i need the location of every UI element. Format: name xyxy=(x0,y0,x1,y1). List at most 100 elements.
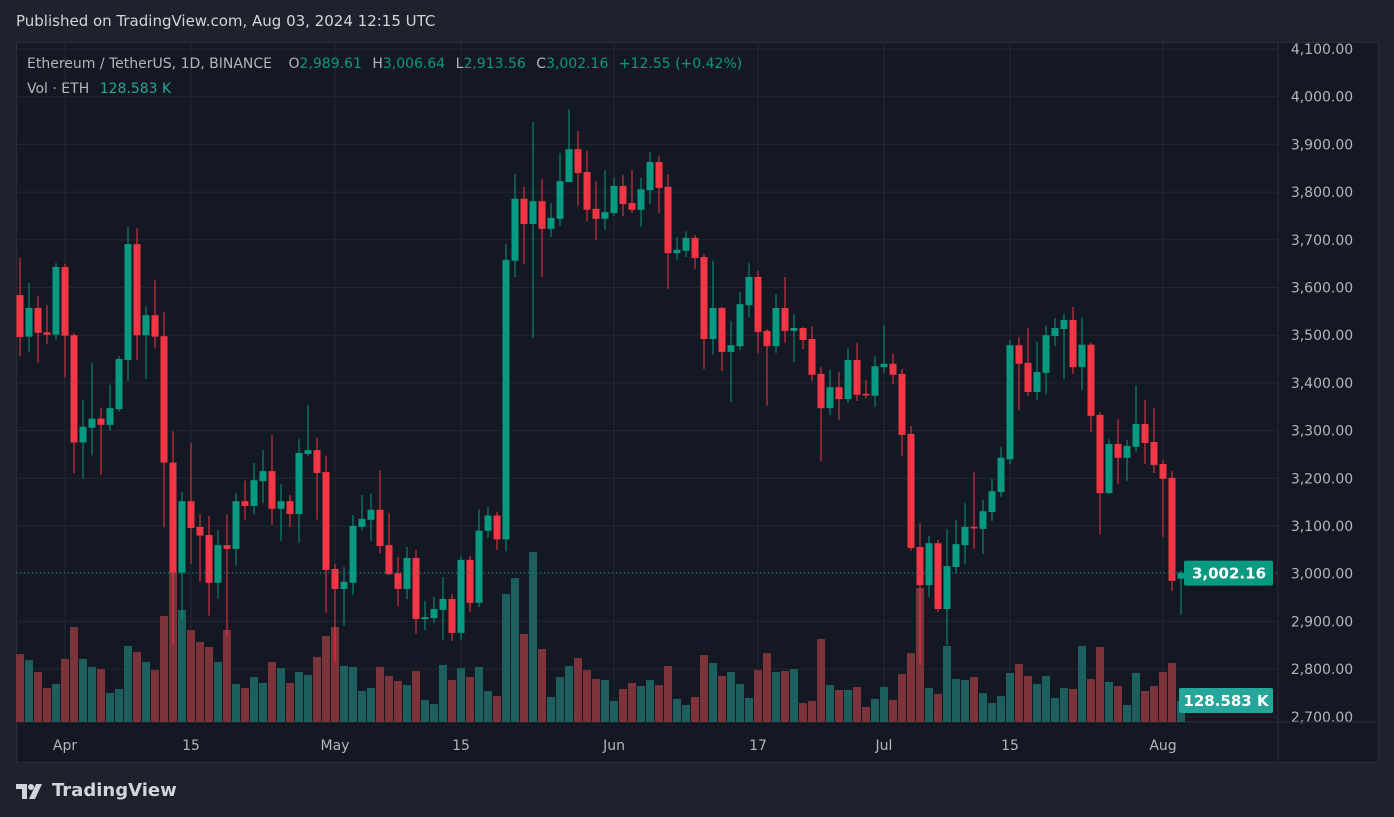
x-tick-label: 15 xyxy=(182,738,200,754)
volume-bar xyxy=(817,638,825,722)
volume-bar xyxy=(313,656,321,722)
legend-volume-label[interactable]: Vol · ETH xyxy=(27,81,90,97)
volume-bar xyxy=(556,677,564,722)
candle-down xyxy=(97,418,105,425)
volume-bar xyxy=(340,665,348,722)
candle-down xyxy=(16,295,24,338)
candle-down xyxy=(754,277,762,332)
candle-up xyxy=(610,185,618,214)
candlestick-chart[interactable]: 4,100.00 4,000.00 3,900.00 3,800.00 3,700.00… xyxy=(16,42,1379,763)
candle-down xyxy=(133,244,141,336)
volume-bar xyxy=(286,682,294,722)
volume-bar xyxy=(862,706,870,722)
volume-bar xyxy=(1096,647,1104,722)
published-caption: Published on TradingView.com, Aug 03, 20… xyxy=(16,12,436,30)
candle-up xyxy=(988,491,996,513)
volume-bar xyxy=(52,683,60,722)
candle-up xyxy=(511,198,519,261)
tradingview-logo-icon xyxy=(16,783,42,799)
volume-bar xyxy=(421,699,429,722)
volume-bar xyxy=(808,700,816,722)
x-tick-label: 15 xyxy=(452,738,470,754)
volume-bar xyxy=(844,689,852,722)
candle-down xyxy=(691,237,699,258)
volume-bar xyxy=(772,672,780,722)
candle-up xyxy=(637,189,645,210)
candle-down xyxy=(619,185,627,205)
volume-bar xyxy=(565,665,573,722)
volume-bar xyxy=(790,669,798,722)
candle-up xyxy=(1105,443,1113,494)
volume-bar xyxy=(1069,688,1077,722)
candle-up xyxy=(745,277,753,306)
volume-bar xyxy=(1015,663,1023,722)
volume-bar xyxy=(25,660,33,722)
candle-down xyxy=(1114,443,1122,458)
y-tick-label: 2,700.00 xyxy=(1291,710,1353,726)
volume-bar xyxy=(709,663,717,722)
legend-volume-value: 128.583 K xyxy=(99,81,172,97)
candle-down xyxy=(664,186,672,254)
candle-up xyxy=(790,328,798,331)
volume-bar xyxy=(979,693,987,722)
candle-up xyxy=(772,308,780,347)
volume-bar xyxy=(178,610,186,722)
volume-bar xyxy=(466,677,474,722)
candle-down xyxy=(889,363,897,375)
volume-bar xyxy=(691,697,699,722)
volume-bar xyxy=(592,679,600,722)
candle-up xyxy=(475,530,483,603)
x-tick-label: Aug xyxy=(1149,738,1176,754)
volume-bar xyxy=(673,698,681,722)
candle-down xyxy=(412,557,420,620)
volume-bar xyxy=(259,682,267,722)
candle-up xyxy=(1060,319,1068,329)
tradingview-logo[interactable]: TradingView xyxy=(16,780,177,801)
volume-bar xyxy=(700,655,708,722)
chart-legend: Ethereum / TetherUS, 1D, BINANCE O2,989.… xyxy=(27,54,742,104)
candle-up xyxy=(736,304,744,347)
candle-up xyxy=(142,315,150,336)
volume-bar xyxy=(151,670,159,722)
y-tick-label: 3,200.00 xyxy=(1291,471,1353,487)
volume-bar xyxy=(952,679,960,722)
legend-high-label: H xyxy=(372,56,383,72)
candle-down xyxy=(223,545,231,549)
volume-bar xyxy=(925,688,933,722)
candle-down xyxy=(448,598,456,633)
legend-symbol[interactable]: Ethereum / TetherUS, 1D, BINANCE xyxy=(27,56,273,72)
volume-bar xyxy=(880,687,888,722)
candle-down xyxy=(286,501,294,515)
candle-down xyxy=(205,535,213,583)
volume-bar xyxy=(241,688,249,722)
candle-up xyxy=(25,308,33,337)
candle-up xyxy=(259,471,267,482)
volume-bar xyxy=(331,627,339,722)
candle-down xyxy=(934,543,942,609)
volume-bar xyxy=(358,690,366,722)
volume-bar xyxy=(457,668,465,722)
candle-down xyxy=(1096,414,1104,494)
candle-up xyxy=(340,581,348,589)
candle-up xyxy=(367,509,375,520)
candle-down xyxy=(160,336,168,463)
volume-bar xyxy=(34,672,42,722)
candle-down xyxy=(808,339,816,375)
volume-bar xyxy=(835,689,843,722)
logo-text: TradingView xyxy=(52,780,177,801)
y-tick-label: 3,400.00 xyxy=(1291,376,1353,392)
volume-bar xyxy=(619,688,627,722)
candle-up xyxy=(547,217,555,229)
volume-bar xyxy=(133,652,141,722)
candle-up xyxy=(88,418,96,428)
candle-up xyxy=(880,363,888,368)
candle-down xyxy=(799,328,807,340)
legend-low: 2,913.56 xyxy=(463,56,526,72)
volume-bar xyxy=(961,680,969,722)
y-tick-label: 2,900.00 xyxy=(1291,614,1353,630)
volume-bar xyxy=(205,647,213,722)
volume-bar xyxy=(124,646,132,722)
y-tick-label: 3,500.00 xyxy=(1291,328,1353,344)
candle-down xyxy=(43,332,51,335)
candle-up xyxy=(277,501,285,509)
